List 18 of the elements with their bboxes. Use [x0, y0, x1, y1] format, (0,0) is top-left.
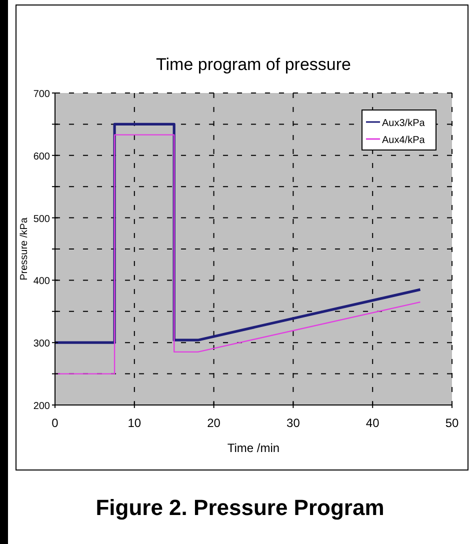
- y-tick-label: 200: [33, 401, 50, 412]
- y-tick-label: 300: [33, 338, 50, 350]
- y-axis-title: Pressure /kPa: [19, 217, 30, 280]
- x-tick-label: 20: [207, 416, 221, 430]
- x-tick-label: 40: [366, 416, 380, 430]
- legend-label: Aux3/kPa: [382, 118, 426, 129]
- x-tick-label: 30: [286, 416, 300, 430]
- chart-title: Time program of pressure: [156, 55, 351, 74]
- x-tick-label: 10: [128, 416, 142, 430]
- y-tick-label: 400: [33, 276, 50, 288]
- x-tick-label: 50: [445, 416, 459, 430]
- y-tick-label: 600: [33, 151, 50, 162]
- y-tick-label: 500: [33, 214, 50, 225]
- y-tick-label: 700: [33, 89, 50, 100]
- x-axis-title: Time /min: [227, 441, 280, 455]
- legend-label: Aux4/kPa: [382, 135, 426, 146]
- caption: Figure 2. Pressure Program: [96, 495, 384, 520]
- x-tick-label: 0: [52, 416, 59, 430]
